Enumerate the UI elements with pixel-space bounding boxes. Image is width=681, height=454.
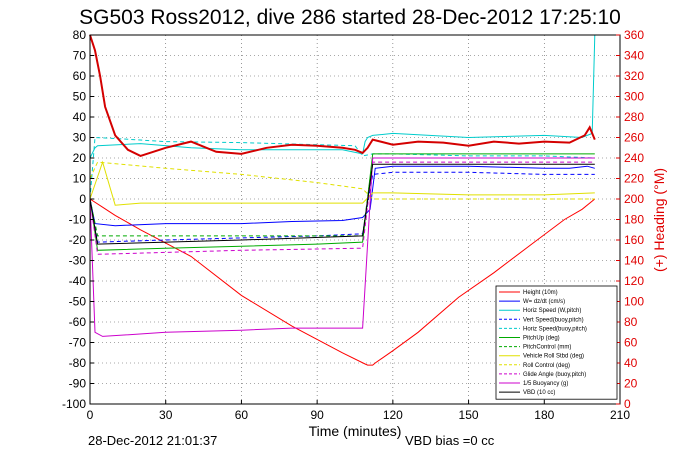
legend-entry: PitchControl (mm): [523, 345, 571, 351]
x-tick-label: 0: [87, 408, 94, 422]
series-line-2: [89, 34, 596, 159]
y2-tick-label: 160: [624, 233, 644, 247]
series-line-0: [89, 198, 596, 366]
legend-box: [495, 285, 618, 400]
y2-axis-label: (+) Heading (°M): [651, 168, 667, 272]
footer-timestamp: 28-Dec-2012 21:01:37: [88, 433, 217, 448]
x-axis: 0 30 60 90 120 150 180 210: [87, 400, 630, 422]
x-tick-label: 30: [159, 408, 173, 422]
legend-entry: W= dz/dt (cm/s): [523, 299, 565, 305]
y-axis-right: 3603403203002802602402202001801601401201…: [616, 28, 644, 411]
series-line-12: [89, 34, 596, 157]
y-axis-left: 80 70 60 50 40 30 20 10 0 -10 -20 -30 -40 -50 -60 -70 -8…: [62, 28, 94, 411]
y2-tick-label: 60: [624, 336, 638, 350]
y-tick-label: 20: [73, 151, 87, 165]
y-tick-label: 0: [79, 192, 86, 206]
x-tick-label: 60: [235, 408, 249, 422]
y2-tick-label: 200: [624, 192, 644, 206]
y-tick-label: 10: [73, 172, 87, 186]
series-line-7: [89, 160, 595, 206]
y-tick-label: -60: [69, 315, 87, 329]
legend-entry: PitchUp (deg): [523, 336, 560, 342]
y-tick-label: 60: [73, 69, 87, 83]
y-tick-label: -30: [69, 254, 87, 268]
y-tick-label: 50: [73, 90, 87, 104]
series-line-11: [89, 163, 595, 245]
x-tick-label: 120: [383, 408, 403, 422]
legend-entry: Height (10m): [523, 290, 558, 296]
y-tick-label: -80: [69, 356, 87, 370]
y-tick-label: -20: [69, 233, 87, 247]
legend-entry: Vert Speed(buoy,pitch): [523, 317, 584, 323]
y2-tick-label: 240: [624, 151, 644, 165]
y2-tick-label: 80: [624, 315, 638, 329]
legend-entry: VBD (10 cc): [523, 390, 555, 396]
y2-tick-label: 140: [624, 254, 644, 268]
x-tick-label: 150: [459, 408, 479, 422]
y-tick-label: -90: [69, 377, 87, 391]
grid: [89, 34, 621, 405]
y2-tick-label: 40: [624, 356, 638, 370]
y2-tick-label: 0: [624, 397, 631, 411]
plot-series: [89, 34, 596, 366]
y2-tick-label: 300: [624, 90, 644, 104]
y2-tick-label: 260: [624, 131, 644, 145]
legend-entry: Roll Control (deg): [523, 363, 570, 369]
y-tick-label: 40: [73, 110, 87, 124]
legend-entry: Horiz Speed (W,pitch): [523, 308, 581, 314]
x-tick-label: 210: [610, 408, 630, 422]
series-line-8: [89, 161, 595, 200]
y2-tick-label: 280: [624, 110, 644, 124]
legend-entry: 1/5 Buoyancy (g): [523, 381, 568, 387]
y-tick-label: -100: [62, 397, 86, 411]
y-tick-label: 70: [73, 49, 87, 63]
y2-tick-label: 20: [624, 377, 638, 391]
y-tick-label: -50: [69, 295, 87, 309]
y-tick-label: 30: [73, 131, 87, 145]
y-tick-label: -10: [69, 213, 87, 227]
footer-vbd-bias: VBD bias =0 cc: [405, 433, 495, 448]
legend: Height (10m) W= dz/dt (cm/s) Horiz Speed (…: [495, 285, 618, 400]
x-axis-label: Time (minutes): [309, 423, 402, 439]
y2-tick-label: 360: [624, 28, 644, 42]
y2-tick-label: 340: [624, 49, 644, 63]
series-line-10: [89, 157, 595, 337]
legend-entry: Glide Angle (buoy,pitch): [523, 372, 586, 378]
y-tick-label: 80: [73, 28, 87, 42]
y2-tick-label: 220: [624, 172, 644, 186]
x-tick-label: 90: [310, 408, 324, 422]
series-line-5: [89, 153, 595, 251]
y-tick-label: -70: [69, 336, 87, 350]
legend-entry: Horiz Speed(buoy,pitch): [523, 326, 587, 332]
legend-entry: Vehicle Roll Stbd (deg): [523, 354, 584, 360]
y2-tick-label: 120: [624, 274, 644, 288]
chart-title: SG503 Ross2012, dive 286 started 28-Dec-…: [79, 6, 621, 29]
y2-tick-label: 320: [624, 69, 644, 83]
y2-tick-label: 100: [624, 295, 644, 309]
series-line-9: [89, 161, 595, 255]
x-tick-label: 180: [534, 408, 554, 422]
series-line-6: [89, 157, 595, 237]
y-tick-label: -40: [69, 274, 87, 288]
y2-tick-label: 180: [624, 213, 644, 227]
